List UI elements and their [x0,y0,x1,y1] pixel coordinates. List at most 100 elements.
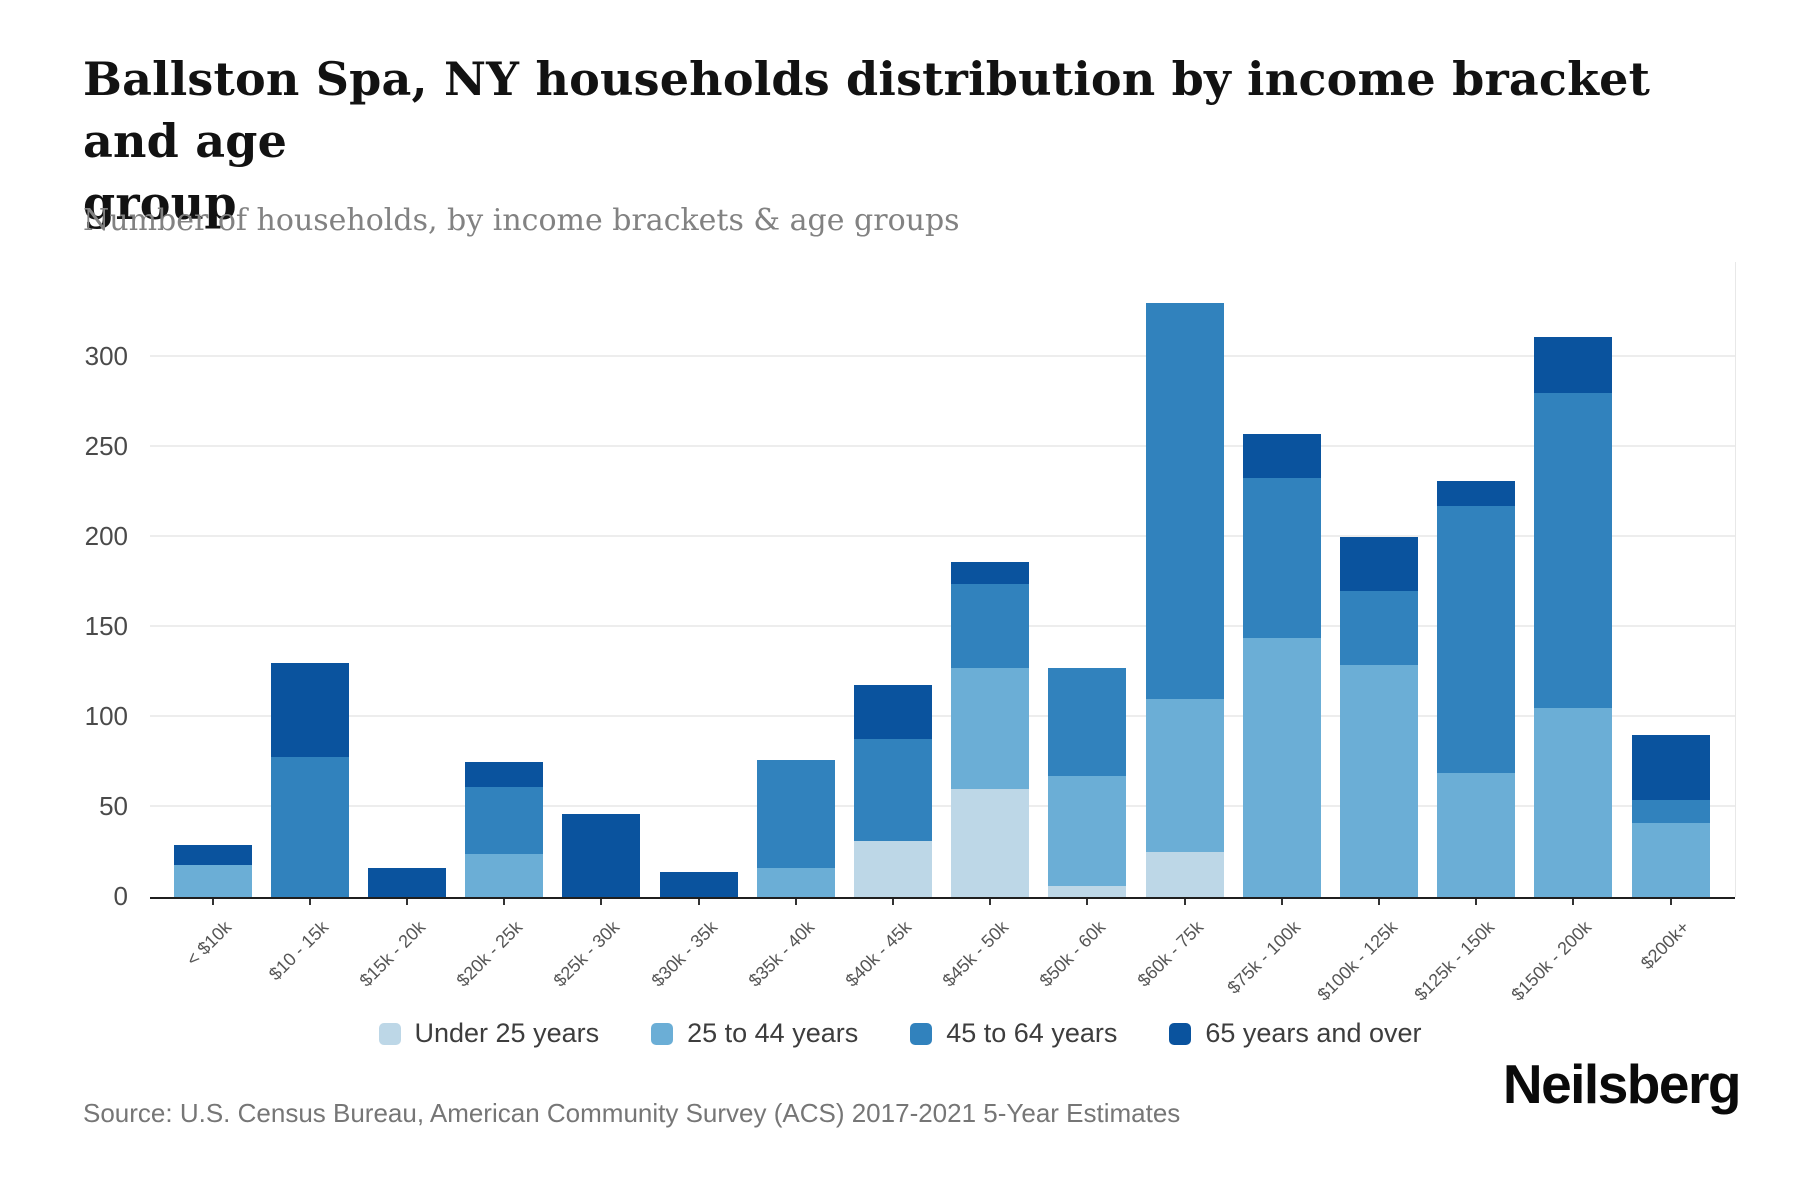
bar-column-13 [1339,537,1418,897]
gridline [150,535,1735,537]
x-tick [1572,899,1575,905]
gridline [150,805,1735,807]
bar-segment [1534,708,1613,897]
y-tick-label: 50 [99,791,128,821]
bar-segment [853,738,932,842]
bar-column-16 [1631,735,1710,897]
bar-segment [1339,591,1418,665]
x-tick [1183,899,1186,905]
legend-label: 25 to 44 years [687,1018,859,1048]
legend-label: 65 years and over [1205,1018,1422,1048]
plot-area [150,262,1736,897]
legend-swatch-icon [1169,1022,1192,1045]
bar-segment [270,663,349,757]
y-tick-label: 0 [113,881,128,911]
source-attribution: Source: U.S. Census Bureau, American Com… [83,1098,1181,1128]
bar-column-10 [1048,668,1127,897]
bar-column-15 [1534,337,1613,897]
bar-segment [1242,637,1321,897]
x-tick [697,899,700,905]
bar-segment [853,841,932,897]
page-title: Ballston Spa, NY households distribution… [83,52,1651,231]
gridline [150,355,1735,357]
legend-item: 65 years and over [1169,1018,1422,1049]
bar-segment [1145,303,1224,699]
bar-segment [756,760,835,869]
legend-swatch-icon [651,1022,674,1045]
legend: Under 25 years 25 to 44 years 45 to 64 yea… [0,1018,1800,1049]
bar-column-1 [173,844,252,897]
x-tick [600,899,603,905]
y-tick-label: 150 [84,611,128,641]
bar-segment [1048,886,1127,897]
bar-column-3 [367,868,446,897]
x-tick [503,899,506,905]
bar-column-6 [659,871,738,897]
bar-segment [951,668,1030,789]
bar-segment [465,762,544,788]
x-tick [1669,899,1672,905]
x-tick [308,899,311,905]
bar-segment [1437,481,1516,507]
bar-segment [1242,434,1321,478]
legend-item: 45 to 64 years [910,1018,1117,1049]
y-tick-label: 250 [84,431,128,461]
bar-segment [1242,477,1321,638]
gridline [150,625,1735,627]
bar-segment [659,871,738,897]
bar-segment [1048,668,1127,777]
x-tick [211,899,214,905]
bar-segment [1437,772,1516,897]
bar-segment [1631,823,1710,897]
bar-segment [951,562,1030,584]
x-tick [1280,899,1283,905]
gridline [150,715,1735,717]
legend-item: Under 25 years [378,1018,600,1049]
y-tick-label: 200 [84,521,128,551]
bar-segment [270,756,349,897]
bar-segment [465,853,544,897]
x-tick [1086,899,1089,905]
bar-segment [465,787,544,854]
bar-column-7 [756,760,835,897]
bar-segment [1534,337,1613,393]
bar-segment [1437,506,1516,773]
legend-swatch-icon [378,1022,401,1045]
bar-segment [1534,393,1613,708]
bar-segment [951,789,1030,897]
bar-segment [173,844,252,865]
x-axis-line [150,897,1735,899]
bar-segment [1048,776,1127,887]
x-tick [891,899,894,905]
gridline [150,445,1735,447]
y-tick-label: 300 [84,341,128,371]
bar-column-4 [465,762,544,897]
bar-column-8 [853,684,932,897]
x-tick [1475,899,1478,905]
bar-segment [1339,537,1418,592]
bar-column-12 [1242,434,1321,897]
bar-column-11 [1145,303,1224,897]
bar-segment [1631,799,1710,824]
bar-column-5 [562,814,641,897]
legend-item: 25 to 44 years [651,1018,858,1049]
bar-segment [562,814,641,897]
bar-column-9 [951,562,1030,897]
bar-segment [367,868,446,897]
x-tick [1377,899,1380,905]
bar-column-2 [270,663,349,897]
bar-chart: 0 50 100 150 200 250 300 < $10k $10 - 15k $15k - … [85,262,1736,1005]
bar-segment [1339,664,1418,897]
bar-segment [756,868,835,897]
x-tick [794,899,797,905]
page-subtitle: Number of households, by income brackets… [83,203,960,238]
bar-segment [1145,852,1224,897]
legend-label: Under 25 years [414,1018,600,1048]
neilsberg-logo: Neilsberg [1502,1053,1742,1115]
legend-swatch-icon [910,1022,933,1045]
legend-label: 45 to 64 years [946,1018,1118,1048]
x-tick [989,899,992,905]
bar-segment [1145,699,1224,852]
bar-segment [951,583,1030,669]
